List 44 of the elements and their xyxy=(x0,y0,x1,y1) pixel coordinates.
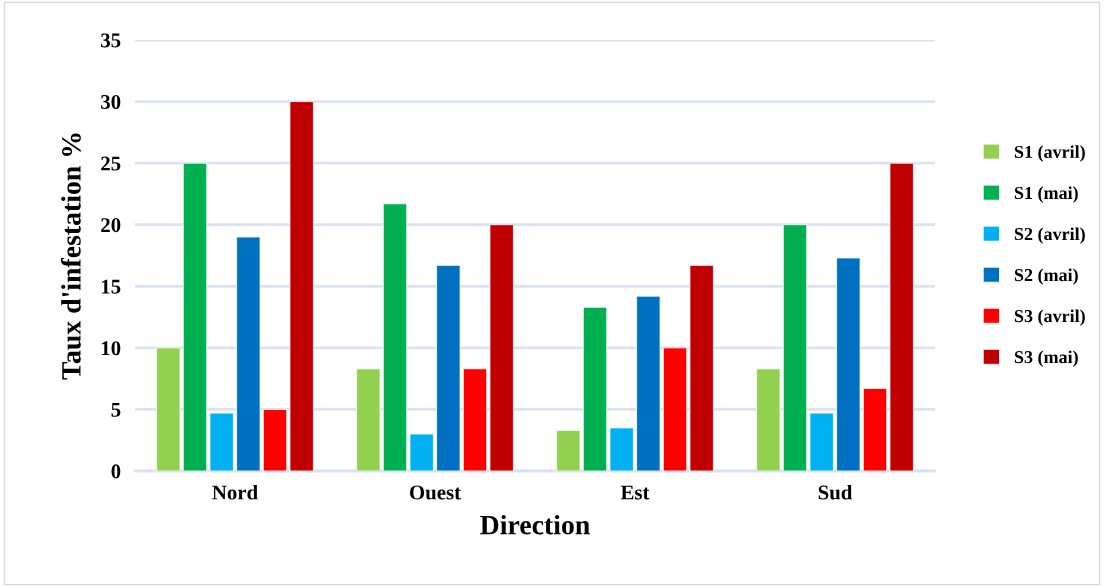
bar xyxy=(809,412,834,471)
bar xyxy=(356,368,381,471)
bar xyxy=(836,257,861,471)
y-tick-label: 25 xyxy=(101,156,121,171)
bar xyxy=(756,368,781,471)
y-tick-label: 15 xyxy=(101,279,121,294)
bar xyxy=(889,162,914,471)
x-axis-title: Direction xyxy=(480,514,590,535)
bar xyxy=(289,101,314,471)
y-tick-label: 0 xyxy=(111,464,121,479)
x-tick-label: Est xyxy=(620,485,650,500)
bar xyxy=(689,264,714,471)
y-tick-label: 35 xyxy=(101,33,121,48)
y-axis-title: Taux d'infestation % xyxy=(60,133,81,380)
bar xyxy=(862,388,888,471)
legend-label: S1 (mai) xyxy=(1014,186,1078,203)
bar xyxy=(182,162,208,471)
bar xyxy=(462,368,488,471)
bar xyxy=(582,306,608,471)
y-tick-label: 10 xyxy=(101,341,121,356)
bar xyxy=(236,236,261,471)
bar xyxy=(662,347,688,471)
x-tick-label: Nord xyxy=(212,484,258,500)
x-tick-label: Sud xyxy=(818,484,853,500)
bar xyxy=(489,224,514,471)
bar xyxy=(382,203,408,471)
bar xyxy=(609,427,634,471)
y-tick-label: 5 xyxy=(111,403,121,417)
bar xyxy=(636,295,661,471)
bar xyxy=(556,429,581,471)
bar xyxy=(209,412,234,471)
legend-label: S3 (avril) xyxy=(1014,309,1085,326)
bar xyxy=(436,264,461,471)
legend-label: S3 (mai) xyxy=(1014,350,1078,367)
bar xyxy=(782,224,808,471)
legend-label: S2 (mai) xyxy=(1014,268,1078,285)
y-tick-label: 30 xyxy=(101,94,121,109)
x-tick-label: Ouest xyxy=(409,485,461,500)
y-tick-label: 20 xyxy=(101,218,121,233)
bar xyxy=(409,433,434,471)
legend-label: S1 (avril) xyxy=(1014,145,1085,162)
bar xyxy=(262,409,288,471)
legend-label: S2 (avril) xyxy=(1014,227,1085,244)
bar xyxy=(156,347,181,471)
